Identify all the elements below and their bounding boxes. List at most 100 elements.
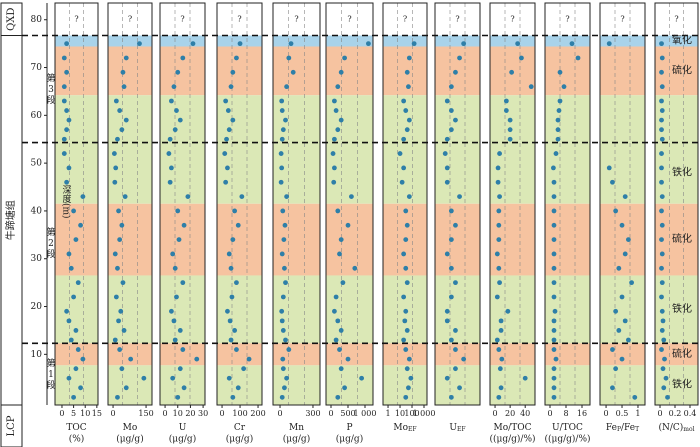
zone-band xyxy=(108,35,152,47)
point xyxy=(75,280,81,286)
x-tick-label: 1 000 xyxy=(354,409,377,418)
point xyxy=(280,127,286,133)
point xyxy=(551,222,557,228)
point xyxy=(121,328,127,333)
point xyxy=(659,194,665,199)
point xyxy=(116,208,121,214)
point xyxy=(403,347,409,352)
x-tick-label: 10 xyxy=(395,409,405,418)
point xyxy=(551,179,557,185)
point xyxy=(406,385,411,391)
zone-label: 铁化 xyxy=(672,302,692,315)
point xyxy=(632,394,638,400)
formation-label: LCP xyxy=(6,415,17,436)
point xyxy=(503,108,509,113)
point xyxy=(230,237,236,243)
x-axis-label: TOC xyxy=(66,423,86,433)
point xyxy=(283,117,288,123)
zone-label: 硫化 xyxy=(672,63,692,76)
point xyxy=(444,165,450,171)
zone-band xyxy=(217,343,262,366)
point xyxy=(659,108,665,113)
point xyxy=(115,265,120,271)
panel-frame xyxy=(54,2,99,406)
point xyxy=(457,55,462,61)
point xyxy=(622,251,628,257)
point xyxy=(279,394,285,400)
zone-band xyxy=(490,35,535,47)
point xyxy=(557,98,563,104)
unknown-mark: ? xyxy=(128,15,132,24)
x-tick-label: 1 xyxy=(385,409,390,418)
point xyxy=(228,337,234,343)
point xyxy=(338,366,344,372)
point xyxy=(338,69,344,75)
point xyxy=(659,280,665,286)
zone-band xyxy=(273,35,320,47)
point xyxy=(401,136,407,142)
point xyxy=(222,151,228,156)
x-axis-label-part: U/TOC xyxy=(552,423,583,433)
point xyxy=(73,237,79,243)
zone-band xyxy=(217,365,262,405)
zone-band xyxy=(435,46,480,96)
x-axis-label-part: EF xyxy=(457,426,466,433)
point xyxy=(223,179,229,185)
point xyxy=(444,375,450,381)
x-axis-label-part: Cr xyxy=(234,423,246,433)
zone-band xyxy=(600,142,645,204)
point xyxy=(337,251,342,257)
point xyxy=(180,280,186,286)
point xyxy=(661,385,667,391)
panel-frame xyxy=(654,2,699,406)
point xyxy=(659,208,664,214)
point xyxy=(170,375,176,381)
point xyxy=(519,55,524,61)
x-axis-label-part: mol xyxy=(683,426,694,433)
point xyxy=(172,337,178,343)
point xyxy=(406,55,412,61)
point xyxy=(288,41,294,47)
point xyxy=(112,251,118,257)
panel-frame xyxy=(489,2,536,406)
point xyxy=(551,280,557,286)
point xyxy=(68,337,74,343)
x-axis-unit: ((μg/g)/%) xyxy=(544,434,590,445)
zone-band xyxy=(160,275,205,344)
point xyxy=(551,165,556,171)
panel-frame xyxy=(382,2,428,406)
point xyxy=(659,55,665,61)
point xyxy=(335,84,341,90)
zone-label: 铁化 xyxy=(672,166,692,179)
zone-label: 硫化 xyxy=(672,232,692,245)
point xyxy=(345,356,351,362)
x-tick-label: 0 xyxy=(493,409,498,418)
point xyxy=(659,98,664,104)
x-axis-label-part: U xyxy=(179,423,187,433)
point xyxy=(279,318,285,324)
zone-band xyxy=(545,95,590,143)
point xyxy=(403,237,409,243)
x-axis-unit: (μg/g) xyxy=(283,434,310,445)
formation-label: QXD xyxy=(6,8,17,31)
point xyxy=(338,237,344,243)
point xyxy=(73,366,79,372)
point xyxy=(659,151,664,156)
point xyxy=(406,356,412,362)
point xyxy=(172,127,178,133)
x-tick-label: 0.4 xyxy=(684,409,697,418)
x-tick-label: 40 xyxy=(520,409,530,418)
zone-band xyxy=(490,275,535,344)
zone-band xyxy=(545,343,590,366)
point xyxy=(284,375,290,381)
zone-band xyxy=(326,365,373,405)
point xyxy=(61,55,67,61)
point xyxy=(169,308,174,314)
point xyxy=(333,294,339,300)
point xyxy=(230,117,236,123)
x-axis-label-part: Fe xyxy=(606,423,617,433)
zone-band xyxy=(160,203,205,276)
point xyxy=(68,265,74,271)
point xyxy=(448,84,454,90)
